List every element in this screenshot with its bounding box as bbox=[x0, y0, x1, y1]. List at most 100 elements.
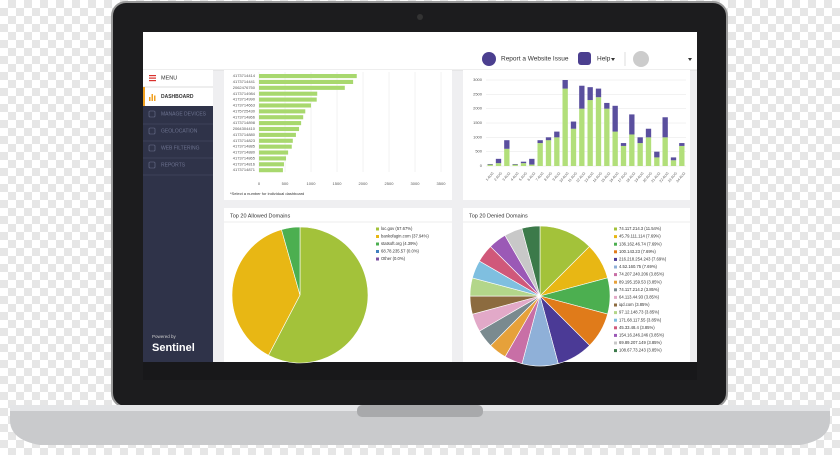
bar[interactable] bbox=[259, 91, 318, 96]
bar-segment bbox=[662, 117, 668, 138]
bar[interactable] bbox=[259, 150, 289, 155]
bar[interactable] bbox=[259, 144, 292, 149]
bar-segment bbox=[512, 164, 518, 166]
y-tick-label[interactable]: 4173714871 bbox=[233, 167, 256, 172]
legend-swatch bbox=[614, 250, 617, 254]
legend-label: bankofagin.com (37.94%) bbox=[381, 234, 429, 239]
legend-swatch bbox=[614, 333, 617, 337]
legend-label: 74.117.214.2 (3.85%) bbox=[619, 287, 660, 292]
bar-segment bbox=[487, 163, 493, 165]
y-tick-label[interactable]: 4173714816 bbox=[233, 161, 256, 166]
bar-segment bbox=[604, 108, 610, 166]
bar[interactable] bbox=[259, 132, 296, 137]
chart-note: *Select a number for individual dashboar… bbox=[230, 191, 304, 196]
bar[interactable] bbox=[259, 138, 293, 143]
legend-label: 216.218.254.243 (7.69%) bbox=[619, 257, 667, 262]
sidebar-item[interactable]: GEOLOCATION bbox=[161, 128, 198, 134]
bar[interactable] bbox=[259, 85, 345, 90]
report-link[interactable]: Report a Website Issue bbox=[501, 56, 569, 63]
y-tick-label[interactable]: 4173714984 bbox=[233, 91, 256, 96]
legend-swatch bbox=[614, 242, 617, 246]
x-tick-label: 15 AUG bbox=[600, 171, 611, 183]
sidebar-item[interactable]: WEB FILTERING bbox=[161, 145, 200, 151]
bar-segment bbox=[612, 131, 618, 166]
legend-label: 171.68.117.55 (3.85%) bbox=[619, 317, 662, 322]
bar[interactable] bbox=[259, 162, 284, 167]
pie-slice[interactable] bbox=[231, 229, 301, 356]
bar-segment bbox=[520, 161, 527, 164]
x-tick-label: 1500 bbox=[333, 181, 343, 186]
x-tick-label: 3000 bbox=[411, 181, 421, 186]
bar[interactable] bbox=[259, 121, 302, 126]
x-tick-label: 2500 bbox=[385, 181, 395, 186]
y-tick-label[interactable]: 4173714441 bbox=[233, 79, 256, 84]
sidebar-item[interactable]: DASHBOARD bbox=[161, 94, 194, 100]
y-tick-label[interactable]: 4173714990 bbox=[233, 97, 256, 102]
bar-segment bbox=[520, 163, 527, 166]
pie-slice[interactable] bbox=[281, 226, 301, 296]
y-tick-label[interactable]: 4173714663 bbox=[233, 103, 256, 108]
y-tick-label[interactable]: 4173714823 bbox=[233, 138, 256, 143]
legend-label: 89.195.159.53 (3.85%) bbox=[619, 279, 662, 284]
y-tick-label[interactable]: 4173714865 bbox=[233, 155, 256, 160]
menu-label[interactable]: MENU bbox=[161, 75, 177, 81]
legend-label: 108.67.73.243 (3.85%) bbox=[619, 348, 662, 353]
x-tick-label: 2 AUG bbox=[493, 171, 503, 182]
x-tick-label: 3 AUG bbox=[502, 171, 512, 182]
bar-segment bbox=[537, 143, 543, 166]
y-tick-label[interactable]: 2064304410 bbox=[233, 126, 256, 131]
sidebar-icon bbox=[148, 144, 156, 152]
y-tick-label[interactable]: 4173714880 bbox=[233, 150, 256, 155]
bar[interactable] bbox=[259, 79, 354, 84]
bar[interactable] bbox=[259, 168, 283, 173]
help-caret bbox=[611, 58, 615, 61]
y-tick-label[interactable]: 2062476750 bbox=[233, 85, 256, 90]
bar-segment bbox=[620, 143, 627, 146]
x-tick-label: 11 AUG bbox=[567, 171, 578, 183]
x-tick-label: 6 AUG bbox=[527, 171, 537, 182]
bar[interactable] bbox=[259, 126, 300, 132]
screen-bottom bbox=[143, 362, 697, 380]
bar-segment bbox=[570, 128, 577, 166]
x-tick-label: 7 AUG bbox=[535, 171, 545, 182]
bar[interactable] bbox=[259, 109, 306, 114]
x-tick-label: 4 AUG bbox=[510, 171, 520, 182]
bar[interactable] bbox=[259, 103, 311, 108]
x-tick-label: 9 AUG bbox=[552, 171, 562, 182]
y-tick-label[interactable]: 4173714885 bbox=[233, 144, 256, 149]
x-tick-label: 24 AUG bbox=[675, 171, 686, 183]
pie-slice[interactable] bbox=[268, 226, 369, 364]
bar[interactable] bbox=[259, 74, 357, 79]
legend-swatch bbox=[614, 227, 617, 231]
y-tick-label[interactable]: 4173714898 bbox=[233, 120, 256, 125]
bar-segment bbox=[620, 145, 627, 166]
bar-segment bbox=[654, 151, 660, 158]
help-menu[interactable]: Help bbox=[597, 56, 611, 63]
sidebar-item[interactable]: REPORTS bbox=[161, 162, 186, 168]
y-tick-label: 1500 bbox=[473, 120, 483, 125]
y-tick-label[interactable]: 4173714866 bbox=[233, 114, 256, 119]
bar-segment bbox=[495, 163, 502, 166]
avatar[interactable] bbox=[633, 51, 649, 67]
x-tick-label: 19 AUG bbox=[634, 171, 645, 183]
legend-label: 45.33.48.4 (3.85%) bbox=[619, 325, 655, 330]
bar[interactable] bbox=[259, 115, 304, 120]
bar[interactable] bbox=[259, 156, 287, 161]
pie-slice[interactable] bbox=[521, 225, 541, 297]
bar-segment bbox=[562, 88, 568, 166]
bar-segment bbox=[529, 164, 535, 166]
legend-swatch bbox=[376, 235, 379, 238]
y-tick-label[interactable]: 4175725430 bbox=[233, 108, 256, 113]
bar-segment bbox=[662, 137, 668, 166]
y-tick-label[interactable]: 4173714880 bbox=[233, 132, 256, 137]
y-tick-label[interactable]: 4173714414 bbox=[233, 73, 256, 78]
report-icon bbox=[482, 52, 496, 66]
menu-icon bbox=[149, 75, 156, 82]
legend-swatch bbox=[376, 242, 379, 246]
sidebar-item[interactable]: MANAGE DEVICES bbox=[161, 111, 207, 117]
bar[interactable] bbox=[259, 97, 317, 102]
user-caret[interactable] bbox=[688, 58, 692, 61]
bar-segment bbox=[679, 143, 685, 146]
help-icon bbox=[578, 52, 591, 65]
